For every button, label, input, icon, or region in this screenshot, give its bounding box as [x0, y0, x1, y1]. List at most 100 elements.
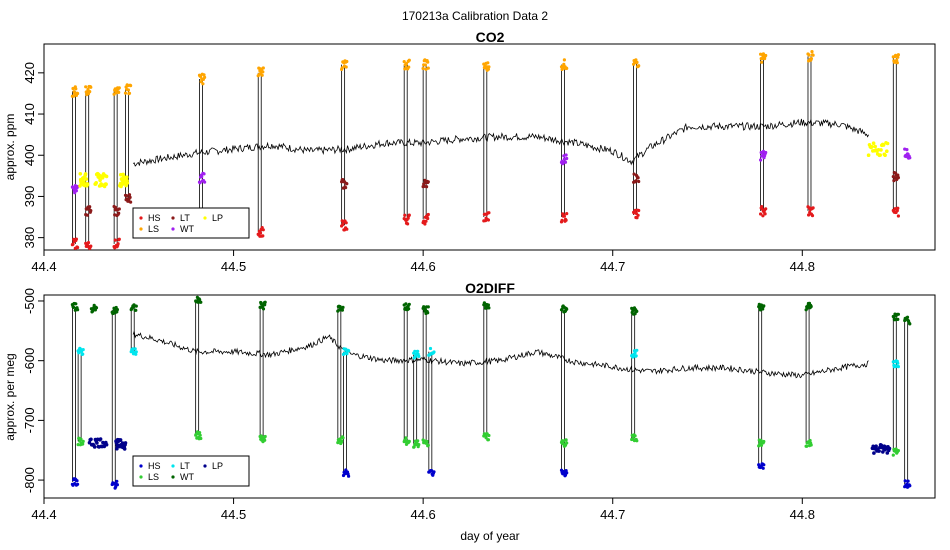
co2-cal-hs-point	[117, 237, 121, 241]
co2-y-axis-label: approx. ppm	[3, 114, 17, 181]
co2-cal-ls-cluster	[806, 50, 815, 63]
o2-cal-lt-point	[77, 351, 81, 355]
co2-cal-hs-point	[76, 245, 80, 250]
o2-cal-wt-point	[115, 308, 119, 312]
co2-y-tick-label: 390	[22, 186, 37, 208]
o2-cal-wt-cluster	[421, 305, 430, 316]
o2-legend-marker-lt	[171, 464, 175, 468]
co2-cal-wt-cluster	[559, 153, 569, 166]
o2-cal-wt-point	[426, 305, 430, 309]
o2-cal-wt-cluster	[194, 295, 203, 304]
o2-legend-label-wt: WT	[180, 472, 194, 482]
o2-cal-lt-point	[134, 350, 138, 354]
x-axis-title: day of year	[460, 529, 519, 543]
o2-cal-wt-cluster	[129, 303, 138, 312]
o2-cal-lt-cluster	[891, 359, 901, 369]
co2-cal-wt-point	[564, 153, 568, 157]
co2-cal-ls-cluster	[421, 58, 430, 71]
o2-legend-label-hs: HS	[148, 461, 161, 471]
co2-cal-wt-point	[565, 156, 569, 161]
co2-cal-lt-point	[117, 211, 121, 215]
co2-cal-wt-point	[200, 175, 204, 179]
co2-cal-hs-point	[560, 218, 564, 222]
o2-cal-wt-point	[905, 315, 910, 319]
co2-cal-hs-point	[763, 212, 767, 216]
o2-cal-lp-cluster	[87, 437, 109, 449]
o2-cal-ls-point	[633, 434, 637, 438]
o2diff-panel: O2DIFF approx. per meg 44.4 44.5 44.6 44.7 4…	[3, 280, 936, 522]
o2-cal-ls-point	[809, 443, 813, 447]
o2-cal-lt-point	[634, 354, 638, 358]
co2-cal-lt-point	[636, 176, 640, 180]
co2-cal-wt-point	[203, 180, 207, 184]
co2-cal-hs-point	[895, 209, 899, 213]
co2-cal-ls-cluster	[340, 59, 349, 71]
co2-cal-wt-point	[764, 150, 768, 155]
co2-cal-ls-cluster	[256, 66, 265, 78]
co2-cal-lt-cluster	[123, 193, 133, 204]
co2-cal-lt-point	[896, 176, 901, 180]
o2-cal-lp-point	[885, 451, 890, 455]
o2-cal-lp-point	[123, 441, 128, 445]
co2-cal-hs-point	[764, 207, 768, 211]
co2-cal-ls-point	[807, 53, 811, 57]
co2-cal-hs-point	[407, 213, 411, 217]
o2-cal-lt-point	[416, 349, 420, 353]
o2-cal-wt-point	[482, 301, 486, 305]
co2-cal-ls-cluster	[891, 53, 901, 65]
o2-cal-hs-point	[565, 471, 569, 475]
o2-cal-wt-point	[635, 309, 639, 313]
co2-cal-hs-point	[633, 208, 637, 212]
o2-cal-ls-cluster	[804, 438, 813, 448]
co2-cal-ls-point	[761, 52, 766, 56]
o2-cal-wt-point	[263, 303, 267, 307]
o2-cal-lp-point	[887, 446, 892, 451]
co2-cal-hs-point	[760, 205, 764, 209]
co2-cal-ls-point	[199, 74, 203, 78]
o2-cal-ls-point	[426, 443, 430, 447]
o2-cal-wt-point	[805, 306, 809, 310]
o2-cal-wt-point	[565, 307, 569, 311]
co2-cal-hs-cluster	[559, 212, 569, 224]
co2-cal-hs-point	[637, 208, 641, 213]
co2-x-tick-label: 44.4	[31, 259, 56, 274]
o2-cal-ls-point	[805, 444, 809, 448]
o2-cal-ls-cluster	[757, 438, 766, 448]
o2-cal-ls-point	[198, 431, 202, 435]
co2-cal-ls-point	[421, 66, 425, 71]
co2-cal-ls-cluster	[84, 84, 93, 97]
o2-legend-marker-lp	[203, 464, 207, 468]
o2-cal-wt-cluster	[258, 300, 267, 311]
co2-plot-frame	[43, 43, 936, 251]
o2-cal-lt-point	[413, 349, 417, 353]
o2-cal-lp-point	[881, 450, 885, 454]
o2-cal-lt-cluster	[76, 346, 85, 356]
co2-cal-lt-cluster	[84, 205, 93, 217]
o2-legend-label-lp: LP	[212, 461, 223, 471]
co2-cal-hs-point	[345, 227, 349, 231]
co2-cal-ls-point	[88, 90, 92, 94]
o2-cal-wt-point	[896, 312, 901, 316]
o2-cal-lt-point	[81, 348, 85, 352]
o2-cal-wt-cluster	[891, 312, 901, 322]
o2diff-x-axis: 44.4 44.5 44.6 44.7 44.8	[31, 498, 815, 522]
co2-cal-lt-cluster	[891, 171, 901, 183]
co2-calibration-marks	[70, 50, 912, 251]
co2-cal-ls-point	[72, 94, 76, 98]
co2-cal-lt-point	[129, 200, 133, 204]
o2-cal-wt-point	[487, 306, 491, 310]
co2-cal-ls-point	[896, 53, 901, 57]
co2-cal-hs-point	[116, 242, 120, 246]
co2-cal-ls-point	[202, 73, 206, 77]
co2-x-axis: 44.4 44.5 44.6 44.7 44.8	[31, 250, 815, 274]
o2-cal-wt-point	[94, 306, 99, 310]
co2-legend-marker-wt	[171, 227, 175, 231]
co2-cal-ls-cluster	[559, 58, 569, 71]
o2-cal-wt-point	[761, 307, 765, 311]
o2-cal-ls-point	[635, 439, 639, 443]
o2diff-y-axis: -800 -700 -600 -500	[22, 288, 44, 493]
o2-cal-lp-point	[122, 447, 127, 451]
co2-cal-wt-cluster	[70, 184, 80, 195]
o2-cal-hs-point	[906, 479, 910, 483]
co2-cal-lt-point	[88, 205, 92, 209]
